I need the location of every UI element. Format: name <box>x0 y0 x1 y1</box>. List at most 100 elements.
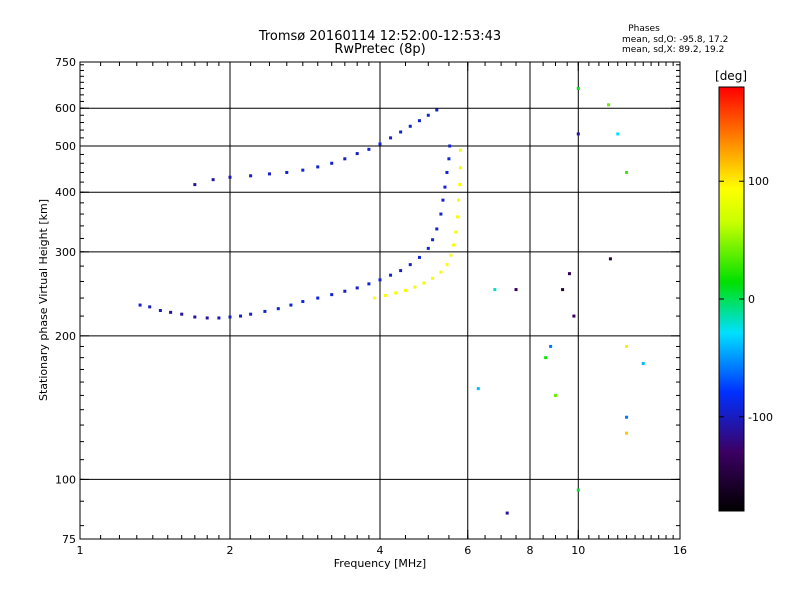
data-point <box>417 119 421 123</box>
colorbar: [deg] 100 0 -100 <box>715 69 773 512</box>
colorbar-label: [deg] <box>715 69 747 83</box>
data-point <box>553 393 557 397</box>
trace-1 <box>193 108 439 187</box>
y-tick-label: 400 <box>55 186 76 199</box>
data-point <box>458 148 462 152</box>
data-point <box>383 293 387 297</box>
colorbar-label-close-bracket: ] <box>742 69 747 83</box>
chart-title: Tromsø 20160114 12:52:00-12:53:43 <box>258 29 501 44</box>
data-point <box>449 253 453 257</box>
data-point <box>544 356 548 360</box>
data-point <box>549 344 553 348</box>
y-tick-label: 750 <box>55 56 76 69</box>
data-point <box>389 136 393 140</box>
data-point <box>422 281 426 285</box>
phases-o-stats: mean, sd,O: -95.8, 17.2 <box>622 35 728 45</box>
data-point <box>180 312 184 316</box>
data-point <box>211 178 215 182</box>
colorbar-tick-label: 0 <box>748 293 755 306</box>
data-point <box>493 288 497 292</box>
data-point <box>576 488 580 492</box>
data-point <box>445 263 449 267</box>
points-layer <box>138 86 645 515</box>
y-tick-label: 200 <box>55 330 76 343</box>
data-point <box>367 282 371 286</box>
data-point <box>439 212 443 216</box>
x-axis-title: Frequency [MHz] <box>334 557 426 570</box>
data-point <box>561 288 565 292</box>
y-tick-label: 500 <box>55 140 76 153</box>
colorbar-ticks: 100 0 -100 <box>718 86 773 512</box>
chart-subtitle: RwPretec (8p) <box>334 42 425 57</box>
data-point <box>435 108 439 112</box>
data-point <box>193 183 197 187</box>
data-point <box>343 157 347 161</box>
data-point <box>249 174 253 178</box>
data-point <box>455 215 459 219</box>
data-point <box>289 303 293 307</box>
data-point <box>447 157 451 161</box>
data-point <box>625 170 629 174</box>
data-point <box>263 309 267 313</box>
data-point <box>330 293 334 297</box>
data-point <box>301 168 305 172</box>
data-point <box>399 130 403 134</box>
grid-layer <box>79 62 680 539</box>
data-point <box>399 269 403 273</box>
data-point <box>616 132 620 136</box>
x-tick-label: 10 <box>571 544 585 557</box>
data-point <box>343 289 347 293</box>
y-tick-label: 600 <box>55 102 76 115</box>
data-point <box>285 170 289 174</box>
data-point <box>458 166 462 170</box>
data-point <box>228 175 232 179</box>
y-tick-label: 75 <box>62 533 76 546</box>
data-point <box>249 312 253 316</box>
x-tick-label: 1 <box>77 544 84 557</box>
data-point <box>457 198 461 202</box>
data-point <box>394 291 398 295</box>
data-point <box>389 273 393 277</box>
data-point <box>403 288 407 292</box>
data-point <box>267 172 271 176</box>
data-point <box>408 263 412 267</box>
data-point <box>355 152 359 156</box>
trace-3 <box>476 86 645 515</box>
phases-x-stats: mean, sd,X: 89.2, 19.2 <box>622 45 724 55</box>
data-point <box>625 344 629 348</box>
data-point <box>454 230 458 234</box>
data-point <box>452 243 456 247</box>
data-point <box>572 314 576 318</box>
data-point <box>608 257 612 261</box>
data-point <box>476 387 480 391</box>
data-point <box>445 170 449 174</box>
x-tick-label: 4 <box>377 544 384 557</box>
data-point <box>378 278 382 282</box>
data-point <box>373 296 377 300</box>
data-point <box>607 103 611 107</box>
data-point <box>443 185 447 189</box>
x-tick-label: 8 <box>527 544 534 557</box>
colorbar-tick-label: 100 <box>748 175 769 188</box>
data-point <box>301 300 305 304</box>
data-point <box>505 511 509 515</box>
data-point <box>367 147 371 151</box>
y-axis-title: Stationary phase Virtual Height [km] <box>37 199 50 401</box>
data-point <box>316 296 320 300</box>
x-tick-label: 6 <box>464 544 471 557</box>
phases-heading: Phases <box>628 24 660 34</box>
data-point <box>426 246 430 250</box>
data-point <box>330 161 334 165</box>
data-point <box>576 86 580 90</box>
axes-layer: 1 2 4 6 8 10 16 75 100 200 300 400 500 600 750 <box>55 56 687 557</box>
data-point <box>426 113 430 117</box>
data-point <box>239 314 243 318</box>
colorbar-label-text: deg <box>720 69 743 83</box>
data-point <box>169 310 173 314</box>
data-point <box>413 285 417 289</box>
data-point <box>441 198 445 202</box>
trace-0 <box>138 144 452 320</box>
data-point <box>458 183 462 187</box>
